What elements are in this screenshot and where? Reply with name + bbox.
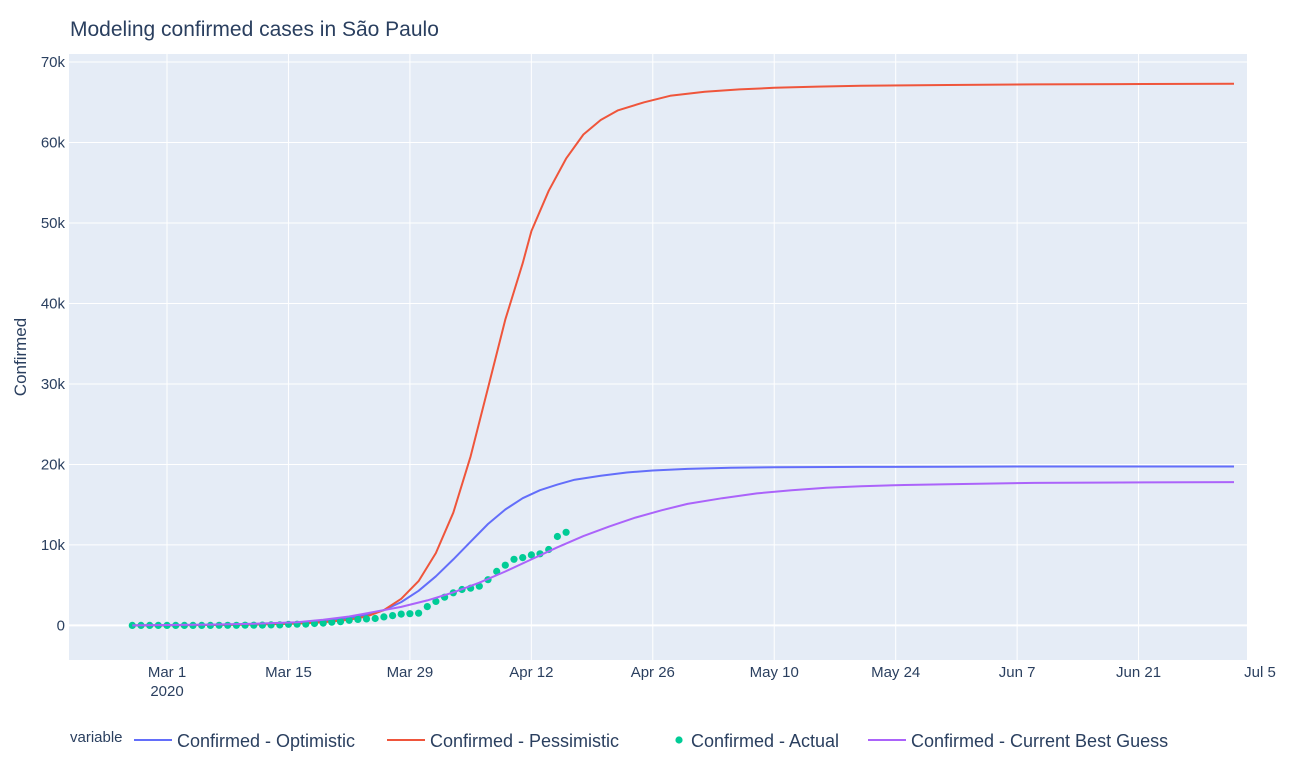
x-axis-ticks: Mar 1 2020 Mar 15 Mar 29 Apr 12 Apr 26 May 10 M… bbox=[148, 664, 1276, 700]
y-axis-title: Confirmed bbox=[11, 318, 30, 396]
x-tick-label: May 10 bbox=[750, 664, 799, 681]
data-point bbox=[562, 528, 570, 536]
legend: variable Confirmed - Optimistic Confirmed… bbox=[70, 729, 1168, 751]
data-point bbox=[354, 615, 362, 624]
data-point bbox=[493, 567, 501, 576]
series-line-confirmed-current-best-guess bbox=[132, 481, 1235, 627]
series-layer bbox=[128, 82, 1235, 630]
data-point bbox=[415, 609, 423, 617]
data-point bbox=[362, 615, 371, 623]
plot-area bbox=[69, 54, 1247, 660]
data-point bbox=[527, 551, 536, 559]
legend-label: Confirmed - Actual bbox=[691, 731, 839, 751]
data-point bbox=[432, 597, 440, 606]
x-gridlines bbox=[166, 54, 1261, 660]
y-tick-label: 50k bbox=[41, 215, 66, 232]
data-point bbox=[380, 613, 388, 621]
y-tick-label: 20k bbox=[41, 456, 66, 473]
legend-label: Confirmed - Optimistic bbox=[177, 731, 355, 751]
data-point bbox=[250, 621, 258, 629]
data-point bbox=[501, 561, 509, 569]
data-point bbox=[423, 603, 431, 611]
legend-label: Confirmed - Current Best Guess bbox=[911, 731, 1168, 751]
legend-marker bbox=[675, 736, 683, 744]
legend-items: Confirmed - Optimistic Confirmed - Pessim… bbox=[134, 731, 1168, 751]
x-tick-label: Jun 7 bbox=[999, 664, 1036, 681]
data-point bbox=[336, 618, 345, 626]
x-tick-sublabel: 2020 bbox=[150, 683, 183, 700]
legend-item: Confirmed - Optimistic bbox=[134, 731, 355, 751]
data-point bbox=[553, 532, 562, 541]
y-tick-label: 30k bbox=[41, 376, 66, 393]
y-axis-ticks: 0 10k 20k 30k 40k 50k 60k 70k bbox=[41, 54, 66, 634]
x-tick-label: Mar 1 bbox=[148, 664, 186, 681]
y-tick-label: 60k bbox=[41, 135, 66, 152]
data-point bbox=[128, 621, 136, 630]
x-tick-label: Jun 21 bbox=[1116, 664, 1161, 681]
data-point bbox=[241, 621, 249, 629]
x-tick-label: Jul 5 bbox=[1244, 664, 1276, 681]
data-point bbox=[389, 612, 397, 620]
legend-item: Confirmed - Actual bbox=[675, 731, 839, 751]
data-point bbox=[345, 616, 353, 624]
series-line-confirmed-pessimistic bbox=[132, 82, 1235, 627]
y-tick-label: 40k bbox=[41, 295, 66, 312]
chart-title: Modeling confirmed cases in São Paulo bbox=[70, 18, 439, 41]
data-point bbox=[319, 619, 327, 627]
data-point bbox=[371, 614, 379, 623]
data-point bbox=[406, 610, 414, 618]
legend-title: variable bbox=[70, 729, 123, 746]
legend-label: Confirmed - Pessimistic bbox=[430, 731, 619, 751]
y-tick-label: 10k bbox=[41, 537, 66, 554]
y-tick-label: 0 bbox=[57, 617, 65, 634]
data-point bbox=[328, 618, 336, 626]
x-tick-label: Mar 29 bbox=[387, 664, 434, 681]
x-tick-label: Mar 15 bbox=[265, 664, 312, 681]
data-point bbox=[519, 554, 527, 562]
x-tick-label: Apr 12 bbox=[509, 664, 553, 681]
data-point bbox=[232, 621, 240, 629]
legend-item: Confirmed - Current Best Guess bbox=[868, 731, 1168, 751]
x-tick-label: Apr 26 bbox=[631, 664, 675, 681]
data-point bbox=[397, 610, 405, 618]
legend-item: Confirmed - Pessimistic bbox=[387, 731, 619, 751]
data-point bbox=[510, 555, 518, 563]
y-tick-label: 70k bbox=[41, 54, 66, 71]
x-tick-label: May 24 bbox=[871, 664, 920, 681]
